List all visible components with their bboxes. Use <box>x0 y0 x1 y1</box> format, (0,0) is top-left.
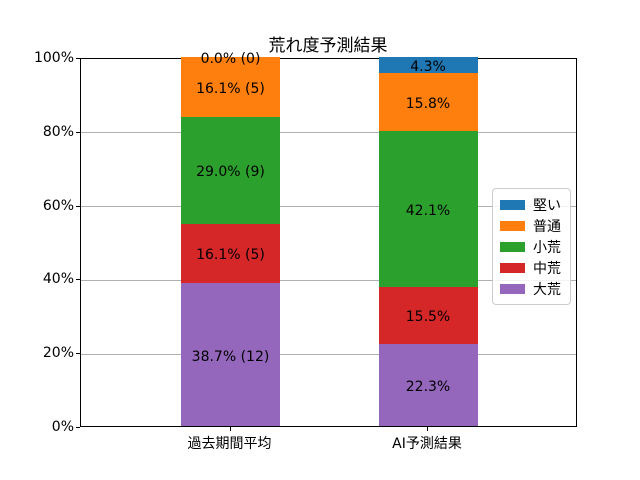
bar-segment-普通 <box>378 72 478 132</box>
bar-segment-堅い <box>378 57 478 73</box>
x-tick-mark <box>229 427 231 431</box>
bar-segment-小荒 <box>181 116 280 224</box>
bar-segment-中荒 <box>181 223 280 284</box>
legend-label: 堅い <box>533 197 561 214</box>
legend-row: 普通 <box>500 215 570 236</box>
bar-segment-label: 16.1% (5) <box>196 247 265 264</box>
gridline <box>81 206 576 208</box>
legend-label: 普通 <box>533 218 561 235</box>
bar-segment-label: 29.0% (9) <box>196 164 265 181</box>
legend-swatch-小荒 <box>500 241 525 252</box>
bar-segment-label: 22.3% <box>405 378 451 395</box>
legend-swatch-堅い <box>500 199 525 210</box>
legend-label: 大荒 <box>533 281 561 298</box>
bar-segment-label: 42.1% <box>405 202 451 219</box>
y-tick-label: 100% <box>33 50 74 66</box>
bar-segment-普通 <box>181 57 280 117</box>
legend-swatch-普通 <box>500 220 525 231</box>
y-tick-label: 40% <box>42 271 74 288</box>
y-tick-label: 0% <box>51 419 74 435</box>
y-tick-mark <box>76 131 80 133</box>
x-tick-label: AI予測結果 <box>392 436 462 452</box>
bar-segment-label: 15.8% <box>405 96 451 113</box>
legend-swatch-大荒 <box>500 283 525 294</box>
y-tick-label: 60% <box>42 197 74 214</box>
gridline <box>81 279 576 281</box>
legend: 堅い普通小荒中荒大荒 <box>492 188 571 305</box>
legend-row: 小荒 <box>500 236 570 257</box>
y-tick-mark <box>76 353 80 355</box>
bar-segment-label: 4.3% <box>410 58 446 75</box>
legend-row: 堅い <box>500 194 570 215</box>
legend-row: 中荒 <box>500 257 570 278</box>
bar-segment-大荒 <box>181 283 280 426</box>
y-tick-label: 20% <box>42 345 74 362</box>
bar-segment-大荒 <box>378 343 478 426</box>
gridline <box>81 132 576 134</box>
bar-segment-label: 38.7% (12) <box>191 348 270 365</box>
y-tick-mark <box>76 279 80 281</box>
bar-segment-中荒 <box>378 286 478 344</box>
chart-title: 荒れ度予測結果 <box>268 36 388 56</box>
x-tick-label: 過去期間平均 <box>187 436 272 452</box>
y-tick-label: 80% <box>42 123 74 140</box>
bar-segment-小荒 <box>378 131 478 287</box>
legend-row: 大荒 <box>500 278 570 299</box>
bar-segment-label: 16.1% (5) <box>196 81 265 98</box>
legend-label: 小荒 <box>533 239 561 256</box>
legend-swatch-中荒 <box>500 262 525 273</box>
legend-label: 中荒 <box>533 260 561 277</box>
plot-area: 38.7% (12) 16.1% (5) 29.0% (9) 16.1% (5) 0.0… <box>80 51 577 427</box>
bar-segment-label: 0.0% (0) <box>200 51 261 68</box>
gridline <box>81 353 576 355</box>
bar-segment-label: 15.5% <box>405 309 451 326</box>
x-tick-mark <box>427 427 428 431</box>
y-tick-mark <box>76 205 80 207</box>
y-tick-mark <box>76 58 80 59</box>
y-tick-mark <box>76 427 80 428</box>
